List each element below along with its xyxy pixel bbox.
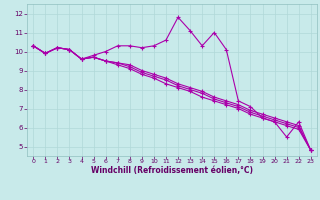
X-axis label: Windchill (Refroidissement éolien,°C): Windchill (Refroidissement éolien,°C) bbox=[91, 166, 253, 175]
